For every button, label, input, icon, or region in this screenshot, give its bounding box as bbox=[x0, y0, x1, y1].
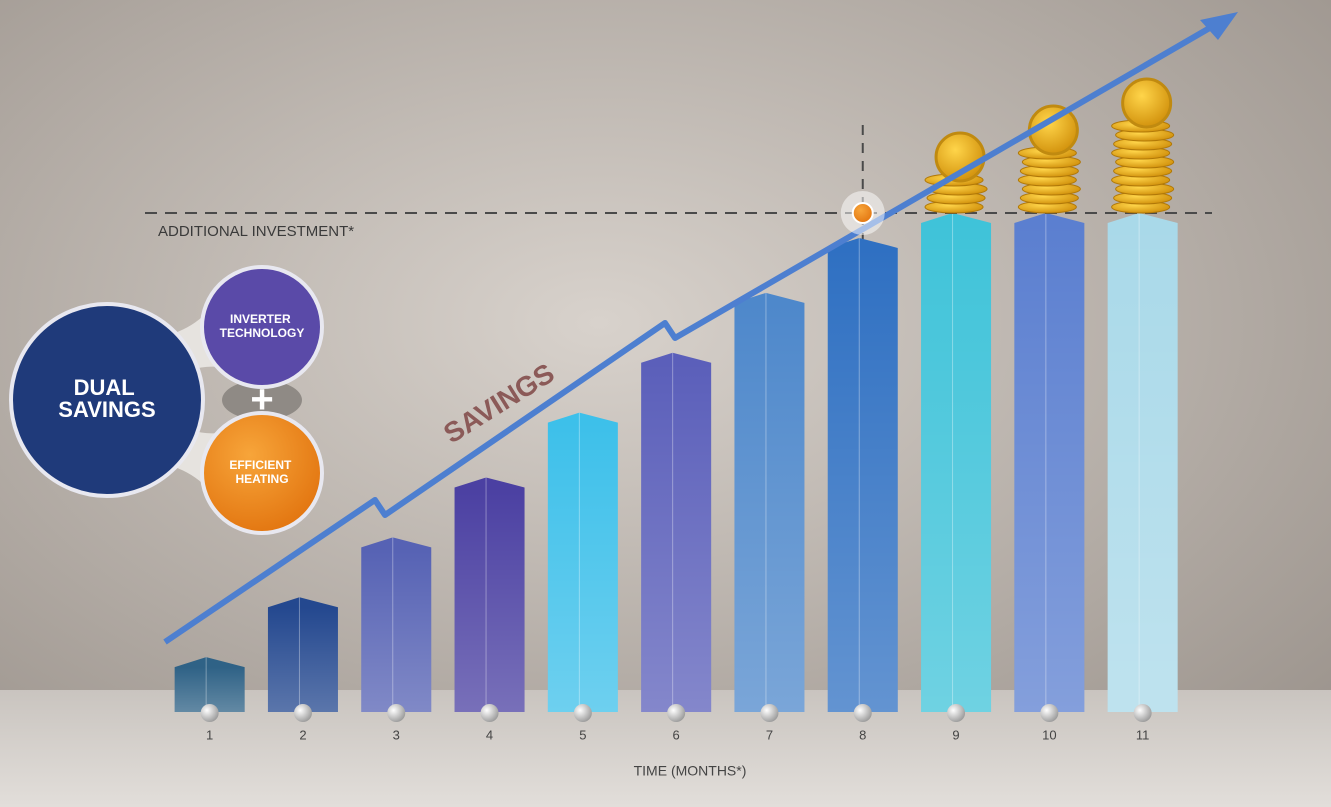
x-tick-ball bbox=[760, 704, 779, 722]
coin-face bbox=[1121, 77, 1173, 129]
bar bbox=[641, 352, 712, 712]
break-even-dot bbox=[851, 202, 874, 224]
badge-part-line: TECHNOLOGY bbox=[220, 326, 305, 340]
x-tick-label: 3 bbox=[393, 727, 400, 742]
bar bbox=[267, 597, 338, 712]
x-axis-label: TIME (MONTHS*) bbox=[634, 763, 747, 779]
reference-label: ADDITIONAL INVESTMENT* bbox=[158, 223, 354, 240]
bar bbox=[454, 477, 525, 712]
badge-circle bbox=[200, 411, 324, 535]
x-tick-ball bbox=[1133, 704, 1152, 722]
x-tick-ball bbox=[387, 704, 406, 722]
x-tick-label: 5 bbox=[579, 727, 586, 742]
bar bbox=[734, 292, 805, 712]
badge: DUAL SAVINGS INVERTER TECHNOLOGY EFFICIE… bbox=[9, 265, 324, 535]
badge-title-line: DUAL bbox=[74, 375, 135, 400]
bar bbox=[547, 412, 618, 712]
x-tick-label: 2 bbox=[299, 727, 306, 742]
bar bbox=[921, 213, 992, 712]
x-tick-ball bbox=[1040, 704, 1059, 722]
badge-circle bbox=[9, 302, 205, 498]
x-tick-ball bbox=[480, 704, 499, 722]
badge-title-line: SAVINGS bbox=[58, 397, 155, 422]
x-tick-ball bbox=[947, 704, 966, 722]
badge-part-line: INVERTER bbox=[230, 312, 291, 326]
bar bbox=[827, 237, 898, 712]
badge-part-line: EFFICIENT bbox=[229, 458, 292, 472]
badge-part: INVERTER TECHNOLOGY bbox=[220, 312, 305, 340]
badge-part-line: HEATING bbox=[235, 472, 288, 486]
x-tick-label: 9 bbox=[952, 727, 959, 742]
x-tick-label: 8 bbox=[859, 727, 866, 742]
x-tick-label: 1 bbox=[206, 727, 213, 742]
connector bbox=[222, 380, 302, 420]
x-tick-ball bbox=[853, 704, 872, 722]
badge-joiner: + bbox=[250, 378, 273, 422]
x-tick-ball bbox=[667, 704, 686, 722]
savings-arrow bbox=[163, 19, 1222, 645]
arrow-head bbox=[1200, 12, 1238, 40]
x-tick-ball bbox=[293, 704, 312, 722]
bar bbox=[1014, 213, 1085, 712]
badge-title: DUAL SAVINGS bbox=[58, 375, 155, 422]
x-tick-label: 10 bbox=[1042, 727, 1056, 742]
bar bbox=[174, 657, 245, 712]
badge-part: EFFICIENT HEATING bbox=[229, 458, 294, 486]
x-tick-label: 4 bbox=[486, 727, 493, 742]
x-tick-label: 11 bbox=[1136, 727, 1150, 742]
bar bbox=[1107, 213, 1178, 712]
badge-circle bbox=[200, 265, 324, 389]
x-tick-ball bbox=[200, 704, 219, 722]
x-tick-label: 7 bbox=[766, 727, 773, 742]
bar bbox=[361, 537, 432, 712]
x-tick-ball bbox=[573, 704, 592, 722]
x-tick-label: 6 bbox=[673, 727, 680, 742]
